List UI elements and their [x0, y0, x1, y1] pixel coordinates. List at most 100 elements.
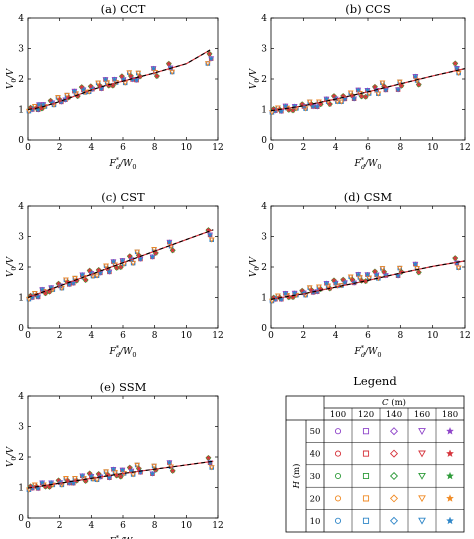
data-point	[152, 249, 159, 256]
data-point	[42, 290, 49, 296]
x-tick-label: 10	[181, 143, 193, 153]
legend-col-header: C (m)	[382, 397, 406, 408]
x-tick-label: 6	[120, 521, 126, 531]
data-point	[364, 271, 371, 278]
data-point	[86, 89, 93, 95]
data-point	[372, 83, 378, 90]
data-point	[58, 285, 65, 291]
legend: Legend C (m) 100 120 140 160 180 H (m) 50 40 30 20 1…	[285, 374, 465, 533]
data-point	[206, 50, 213, 57]
data-point	[310, 103, 317, 109]
data-point	[106, 268, 113, 275]
x-tick-label: 4	[333, 143, 339, 153]
data-point	[79, 271, 86, 278]
data-point	[126, 464, 133, 471]
x-tick-label: 2	[300, 331, 306, 341]
data-point	[55, 95, 61, 101]
data-point	[117, 264, 124, 270]
legend-table	[285, 395, 465, 533]
data-point	[73, 91, 79, 97]
x-tick-label: 6	[365, 143, 371, 153]
data-point	[323, 95, 330, 102]
x-tick-label: 0	[25, 331, 31, 341]
x-tick-label: 2	[57, 143, 63, 153]
data-point	[326, 101, 333, 107]
data-point	[455, 265, 462, 271]
x-tick-label: 12	[212, 143, 223, 153]
data-point	[109, 82, 116, 89]
x-tick-label: 2	[57, 331, 63, 341]
data-point	[119, 466, 126, 473]
data-point	[306, 285, 313, 291]
legend-marker	[418, 517, 426, 525]
legend-marker	[362, 472, 370, 480]
data-point	[355, 86, 362, 93]
legend-marker	[389, 516, 399, 525]
plot-frame	[27, 395, 219, 519]
data-point	[167, 64, 174, 71]
data-point	[375, 91, 382, 97]
x-tick-label: 6	[120, 143, 126, 153]
data-point	[134, 462, 141, 468]
data-point	[452, 255, 459, 261]
data-point	[275, 105, 281, 111]
data-point	[282, 290, 289, 296]
plot-frame	[270, 205, 466, 329]
data-point	[64, 92, 70, 99]
legend-marker	[418, 428, 426, 435]
data-point	[81, 476, 87, 482]
data-point	[208, 237, 215, 243]
data-point	[56, 96, 63, 103]
data-point	[150, 65, 157, 71]
data-point	[149, 253, 156, 260]
y-tick-label: 1	[261, 106, 267, 116]
data-point	[104, 80, 111, 86]
legend-col-value: 160	[414, 410, 430, 420]
scatter-points	[26, 50, 215, 115]
x-tick-label: 10	[181, 331, 193, 341]
data-point	[290, 107, 296, 113]
data-point	[126, 253, 133, 259]
data-point	[396, 79, 403, 85]
data-point	[72, 275, 78, 282]
y-axis-label: V0/V	[6, 255, 18, 277]
y-tick-label: 4	[18, 202, 24, 212]
data-point	[415, 269, 422, 275]
data-point	[117, 473, 124, 480]
data-point	[78, 84, 85, 90]
legend-marker	[418, 495, 426, 503]
x-axis-label: F*d/W0	[353, 156, 381, 171]
x-axis-label: F*d/W0	[353, 344, 381, 359]
data-point	[395, 272, 401, 279]
data-point	[79, 472, 86, 479]
data-point	[349, 276, 356, 283]
data-point	[331, 277, 337, 283]
x-tick-label: 6	[120, 331, 126, 341]
chart-title: (d) CSM	[344, 190, 393, 204]
data-point	[95, 470, 102, 477]
y-tick-label: 0	[18, 324, 24, 334]
x-tick-label: 8	[152, 331, 158, 341]
data-point	[149, 470, 156, 477]
data-point	[55, 280, 62, 287]
data-point	[151, 463, 158, 469]
fit-line-dashed	[27, 49, 211, 111]
legend-marker	[334, 495, 342, 502]
legend-marker	[446, 516, 454, 525]
legend-row-value: 20	[310, 494, 321, 504]
data-point	[112, 470, 119, 476]
data-point	[55, 477, 62, 483]
x-tick-label: 0	[25, 143, 31, 153]
x-axis-label: F*d/W0	[108, 534, 136, 539]
data-point	[364, 87, 371, 93]
legend-col-value: 120	[358, 410, 374, 420]
y-tick-label: 0	[261, 324, 267, 334]
data-point	[323, 280, 330, 286]
data-point	[82, 477, 89, 484]
data-point	[40, 101, 47, 108]
fit-line-dashed	[27, 229, 214, 299]
data-point	[39, 479, 46, 486]
x-tick-label: 4	[88, 521, 94, 531]
